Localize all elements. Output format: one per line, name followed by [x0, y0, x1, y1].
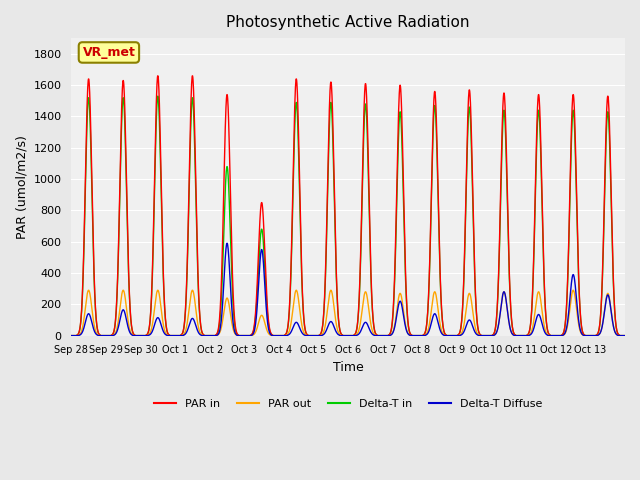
Legend: PAR in, PAR out, Delta-T in, Delta-T Diffuse: PAR in, PAR out, Delta-T in, Delta-T Dif…: [150, 395, 547, 414]
X-axis label: Time: Time: [333, 361, 364, 374]
Title: Photosynthetic Active Radiation: Photosynthetic Active Radiation: [227, 15, 470, 30]
Y-axis label: PAR (umol/m2/s): PAR (umol/m2/s): [15, 135, 28, 239]
Text: VR_met: VR_met: [83, 46, 135, 59]
